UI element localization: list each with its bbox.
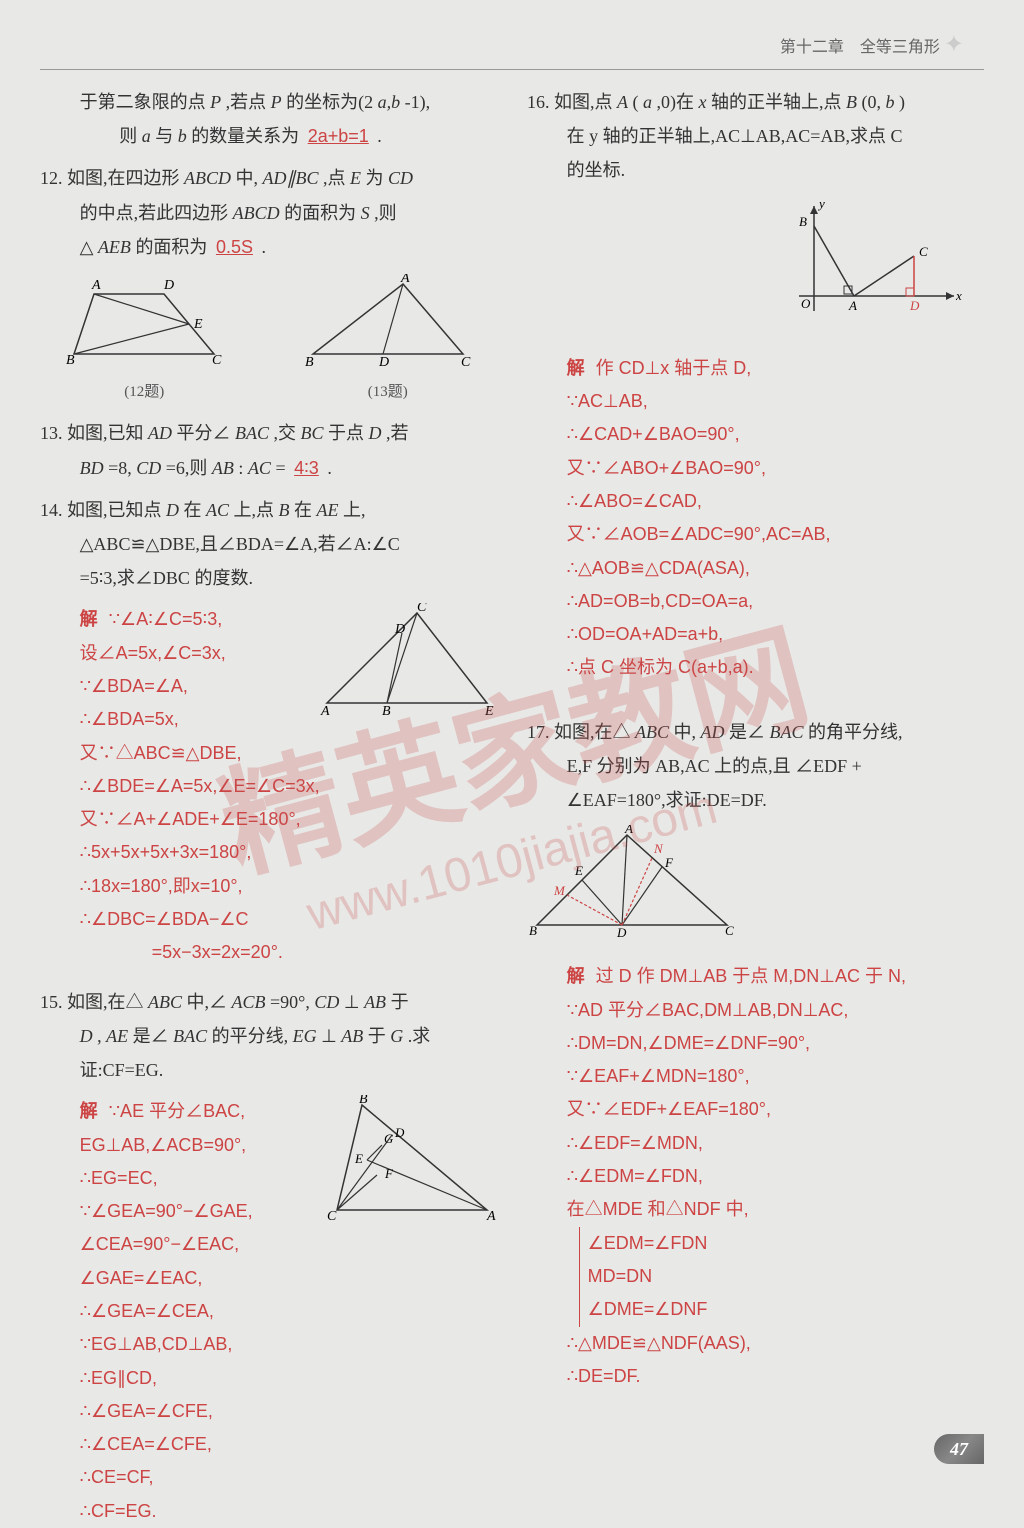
svg-text:D: D bbox=[394, 1125, 405, 1140]
left-column: 于第二象限的点 P ,若点 P 的坐标为(2 a,b -1), 则 a 与 b … bbox=[40, 85, 497, 1528]
svg-text:A: A bbox=[320, 704, 330, 719]
solution-16: 解 作 CD⊥x 轴于点 D, ∵AC⊥AB, ∴∠CAD+∠BAO=90°, … bbox=[527, 352, 984, 685]
problem-14: 14. 如图,已知点 D 在 AC 上,点 B 在 AE 上, △ABC≌△DB… bbox=[40, 493, 497, 596]
svg-text:B: B bbox=[529, 923, 537, 938]
svg-text:A: A bbox=[848, 298, 857, 313]
svg-text:C: C bbox=[212, 353, 222, 368]
svg-text:A: A bbox=[486, 1209, 496, 1224]
problem-13: 13. 如图,已知 AD 平分∠ BAC ,交 BC 于点 D ,若 BD =8… bbox=[40, 416, 497, 484]
svg-text:C: C bbox=[461, 355, 471, 370]
svg-text:y: y bbox=[817, 196, 825, 211]
chapter-title: 第十二章 全等三角形 bbox=[780, 39, 940, 56]
svg-text:D: D bbox=[616, 925, 627, 940]
figure-14: A B E D C bbox=[317, 603, 497, 723]
problem-15: 15. 如图,在△ ABC 中,∠ ACB =90°, CD ⊥ AB 于 D … bbox=[40, 985, 497, 1088]
figure-12: A D E B C (12题) bbox=[64, 274, 224, 407]
svg-text:C: C bbox=[417, 603, 427, 615]
solution-17: 解 过 D 作 DM⊥AB 于点 M,DN⊥AC 于 N, ∵AD 平分∠BAC… bbox=[527, 960, 984, 1393]
svg-text:D: D bbox=[909, 298, 920, 313]
problem-16: 16. 如图,点 A ( a ,0)在 x 轴的正半轴上,点 B (0, b )… bbox=[527, 85, 984, 188]
fig-13-label: (13题) bbox=[303, 378, 473, 407]
chapter-header: 第十二章 全等三角形 ✦ bbox=[40, 20, 984, 70]
svg-text:C: C bbox=[327, 1209, 337, 1224]
figure-15: A B C D E F G bbox=[307, 1095, 497, 1225]
svg-text:E: E bbox=[193, 317, 203, 332]
answer-12: 0.5S bbox=[212, 237, 257, 257]
figure-17: A B C D E F M N bbox=[527, 825, 984, 945]
page-number: 47 bbox=[934, 1434, 984, 1464]
svg-text:B: B bbox=[305, 355, 314, 370]
svg-text:B: B bbox=[359, 1095, 368, 1107]
svg-text:B: B bbox=[382, 704, 391, 719]
svg-text:O: O bbox=[801, 296, 811, 311]
figure-13: A B D C (13题) bbox=[303, 274, 473, 407]
svg-text:F: F bbox=[664, 855, 674, 870]
svg-text:N: N bbox=[653, 841, 664, 856]
two-column-layout: 于第二象限的点 P ,若点 P 的坐标为(2 a,b -1), 则 a 与 b … bbox=[40, 85, 984, 1528]
svg-text:B: B bbox=[66, 353, 75, 368]
svg-text:D: D bbox=[163, 278, 174, 293]
svg-text:F: F bbox=[384, 1166, 394, 1181]
figure-16: x y O B A C D bbox=[527, 196, 964, 337]
svg-text:D: D bbox=[394, 622, 405, 637]
star-icon: ✦ bbox=[944, 32, 964, 58]
svg-text:D: D bbox=[378, 355, 389, 370]
problem-11-continuation: 于第二象限的点 P ,若点 P 的坐标为(2 a,b -1), 则 a 与 b … bbox=[40, 85, 497, 153]
answer-13: 4∶3 bbox=[290, 458, 323, 478]
svg-text:C: C bbox=[919, 244, 928, 259]
answer-11: 2a+b=1 bbox=[304, 126, 373, 146]
svg-text:G: G bbox=[384, 1131, 394, 1146]
right-column: 16. 如图,点 A ( a ,0)在 x 轴的正半轴上,点 B (0, b )… bbox=[527, 85, 984, 1528]
svg-text:A: A bbox=[91, 278, 101, 293]
svg-text:E: E bbox=[574, 863, 583, 878]
svg-text:x: x bbox=[955, 288, 962, 303]
svg-text:A: A bbox=[400, 274, 410, 286]
svg-text:M: M bbox=[553, 883, 566, 898]
svg-text:B: B bbox=[799, 214, 807, 229]
problem-12: 12. 如图,在四边形 ABCD 中, AD∥BC ,点 E 为 CD 的中点,… bbox=[40, 161, 497, 264]
problem-17: 17. 如图,在△ ABC 中, AD 是∠ BAC 的角平分线, E,F 分别… bbox=[527, 715, 984, 818]
svg-text:E: E bbox=[354, 1151, 363, 1166]
svg-text:C: C bbox=[725, 923, 734, 938]
figures-12-13: A D E B C (12题) A B D C (13题) bbox=[40, 274, 497, 407]
svg-text:E: E bbox=[484, 704, 494, 719]
svg-text:A: A bbox=[624, 825, 633, 836]
fig-12-label: (12题) bbox=[64, 378, 224, 407]
brace-system: ∠EDM=∠FDN MD=DN ∠DME=∠DNF bbox=[579, 1227, 984, 1327]
